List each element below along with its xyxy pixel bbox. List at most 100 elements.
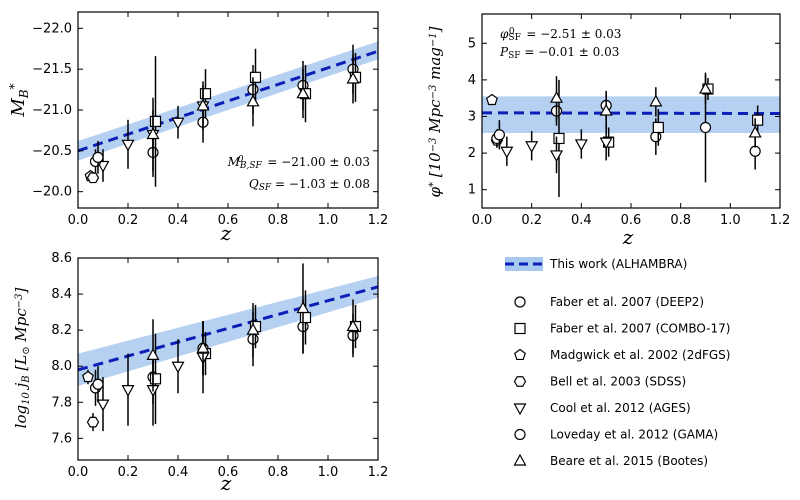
point-jb-s6-p3: [296, 301, 310, 314]
plot-area-jb: 0.0 0.2 0.4 0.6 0.8 1.0 1.2 7.6 7.8 8.0 8.2 8.4 8.6: [51, 251, 388, 480]
ytick-label-jb-3: 8.2: [51, 323, 72, 338]
xtick-label-mb-0: 0.0: [68, 213, 89, 228]
xtick-label-phi-3: 0.6: [621, 213, 642, 228]
point-phi-s6-p2: [649, 94, 663, 107]
ytick-label-mb-3: −21.5: [32, 62, 72, 77]
point-mb-s6-p3: [296, 86, 310, 99]
xtick-label-jb-2: 0.4: [168, 465, 189, 480]
xtick-label-mb-5: 1.0: [318, 213, 339, 228]
xtick-label-mb-1: 0.2: [118, 213, 139, 228]
legend-label-6: Beare et al. 2015 (Bootes): [550, 454, 708, 468]
xtick-label-jb-0: 0.0: [68, 465, 89, 480]
point-jb-s1-p0: [149, 373, 162, 385]
ytick-label-phi-1: 2: [468, 146, 476, 161]
point-jb-s4-p1: [121, 385, 135, 397]
point-mb-s1-p1: [199, 88, 212, 100]
point-jb-s4-p0: [96, 399, 110, 412]
panel-jb: 0.0 0.2 0.4 0.6 0.8 1.0 1.27.67.88.08.28.48.6 …: [12, 251, 388, 495]
xtick-label-jb-5: 1.0: [318, 465, 339, 480]
xtick-label-jb-6: 1.2: [368, 465, 389, 480]
legend-marker-0: [514, 296, 526, 308]
point-jb-s1-p3: [299, 311, 312, 324]
point-phi-s6-p3: [698, 81, 713, 94]
ylabel-mb: MB*: [7, 83, 31, 117]
legend: This work (ALHAMBRA) Faber et al. 2007 (…: [505, 257, 730, 468]
point-jb-s6-p0: [146, 348, 160, 360]
point-phi-s1-p2: [652, 121, 664, 134]
annotation-mb-1: MB,SF0 = −21.00 ± 0.03: [227, 155, 370, 171]
ytick-label-mb-2: −21.0: [32, 103, 72, 118]
ytick-label-jb-0: 7.6: [51, 431, 72, 446]
fit-line-phi: [481, 111, 781, 116]
panel-mb: 0.0 0.2 0.4 0.6 0.8 1.0 1.2 −20.0 −20.5 −21.0 −21.…: [7, 11, 388, 245]
point-phi-s4-p4: [599, 137, 613, 150]
point-phi-s4-p3: [574, 139, 588, 152]
panel-phi: 0.0 0.2 0.4 0.6 0.8 1.0 1.2 1 2 3 4 5 z φ* [10−3 Mp…: [426, 13, 791, 249]
point-mb-s6-p0: [146, 127, 160, 140]
legend-label-4: Cool et al. 2012 (AGES): [550, 401, 691, 415]
point-phi-s5-p1: [493, 129, 505, 141]
point-mb-s6-p2: [246, 94, 260, 107]
annotation-phi-2: PSF = −0.01 ± 0.03: [499, 45, 619, 61]
point-jb-s6-p2: [246, 322, 260, 335]
xtick-label-jb-1: 0.2: [118, 465, 139, 480]
legend-label-3: Bell et al. 2003 (SDSS): [550, 375, 686, 389]
point-jb-s2-p0: [82, 370, 94, 383]
ytick-label-jb-1: 7.8: [51, 395, 72, 410]
point-phi-s6-p0: [549, 90, 564, 103]
legend-label-1: Faber et al. 2007 (COMBO-17): [550, 322, 730, 336]
point-phi-s4-p2: [549, 150, 564, 163]
ytick-label-jb-5: 8.6: [51, 251, 72, 266]
legend-marker-6: [513, 453, 527, 466]
point-phi-s2-p0: [485, 93, 498, 106]
point-mb-s6-p4: [346, 71, 360, 84]
ylabel-phi: φ* [10−3 Mpc−3 mag−1]: [426, 26, 444, 197]
point-phi-s4-p1: [525, 141, 539, 154]
legend-marker-4: [513, 403, 527, 416]
point-jb-s4-p3: [171, 361, 185, 374]
point-mb-s1-p2: [249, 71, 262, 83]
svg-text:φ* [10−3 Mpc−3 mag−1]: φ* [10−3 Mpc−3 mag−1]: [426, 26, 444, 197]
xtick-label-jb-4: 0.8: [268, 465, 289, 480]
xtick-label-phi-6: 1.2: [770, 213, 791, 228]
legend-marker-5: [514, 428, 526, 441]
ytick-label-phi-2: 3: [468, 109, 476, 124]
xlabel-jb: z: [220, 471, 232, 495]
annotation-mb-2: QSF = −1.03 ± 0.08: [249, 177, 370, 193]
ytick-label-jb-4: 8.4: [51, 287, 72, 302]
xtick-label-mb-4: 0.8: [268, 213, 289, 228]
xtick-label-phi-2: 0.4: [571, 213, 592, 228]
ytick-label-mb-0: −20.0: [32, 185, 72, 200]
ytick-label-jb-2: 8.0: [51, 359, 72, 374]
xtick-label-phi-1: 0.2: [521, 213, 542, 228]
point-phi-s0-p2: [650, 131, 662, 143]
legend-fit-label: This work (ALHAMBRA): [549, 257, 687, 271]
point-phi-s6-p4: [748, 125, 762, 138]
point-phi-s1-p4: [752, 114, 764, 126]
xlabel-mb: z: [220, 221, 232, 245]
ytick-label-phi-0: 1: [468, 183, 476, 198]
xtick-label-phi-0: 0.0: [472, 213, 493, 228]
legend-marker-2: [514, 348, 526, 361]
point-jb-s3-p0: [86, 416, 100, 428]
point-mb-s1-p0: [149, 115, 162, 128]
legend-label-2: Madgwick et al. 2002 (2dFGS): [550, 348, 730, 362]
ytick-label-phi-3: 4: [468, 73, 476, 88]
xtick-label-phi-5: 1.0: [720, 213, 741, 228]
legend-label-0: Faber et al. 2007 (DEEP2): [550, 295, 704, 309]
point-phi-s4-p0: [500, 146, 514, 159]
point-mb-s4-p1: [121, 139, 135, 152]
xtick-label-mb-3: 0.6: [218, 213, 239, 228]
ytick-label-mb-4: −22.0: [32, 21, 72, 36]
svg-text:MB*: MB*: [7, 83, 31, 117]
point-jb-s6-p4: [346, 319, 360, 332]
point-jb-s5-p1: [92, 378, 104, 390]
xlabel-phi: z: [622, 225, 634, 249]
point-mb-s4-p3: [171, 117, 185, 130]
legend-label-5: Loveday et al. 2012 (GAMA): [550, 428, 718, 442]
annotation-phi-1: φSF0 = −2.51 ± 0.03: [500, 27, 621, 43]
point-mb-s3-p0: [86, 172, 100, 184]
fit-band-jb: [78, 276, 378, 387]
point-jb-s6-p1: [196, 340, 210, 353]
